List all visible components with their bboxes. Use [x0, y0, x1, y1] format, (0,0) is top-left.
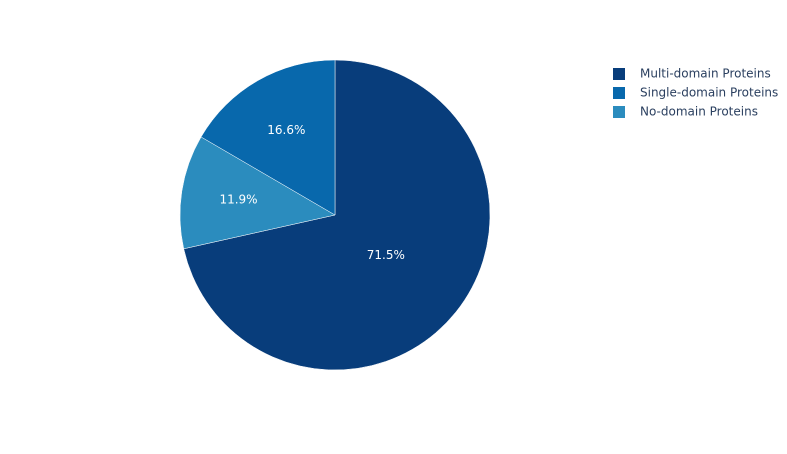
- legend-swatch: [613, 106, 625, 118]
- slice-label: 16.6%: [267, 123, 305, 137]
- slice-label: 11.9%: [219, 193, 257, 207]
- legend-swatch: [613, 68, 625, 80]
- legend-label: No-domain Proteins: [640, 105, 758, 119]
- pie-slice: [179, 136, 336, 250]
- pie-slice: [200, 59, 336, 216]
- pie-slice: [183, 59, 491, 371]
- slice-label: 71.5%: [367, 248, 405, 262]
- legend-label: Multi-domain Proteins: [640, 67, 771, 81]
- legend-label: Single-domain Proteins: [640, 86, 778, 100]
- legend-swatch: [613, 87, 625, 99]
